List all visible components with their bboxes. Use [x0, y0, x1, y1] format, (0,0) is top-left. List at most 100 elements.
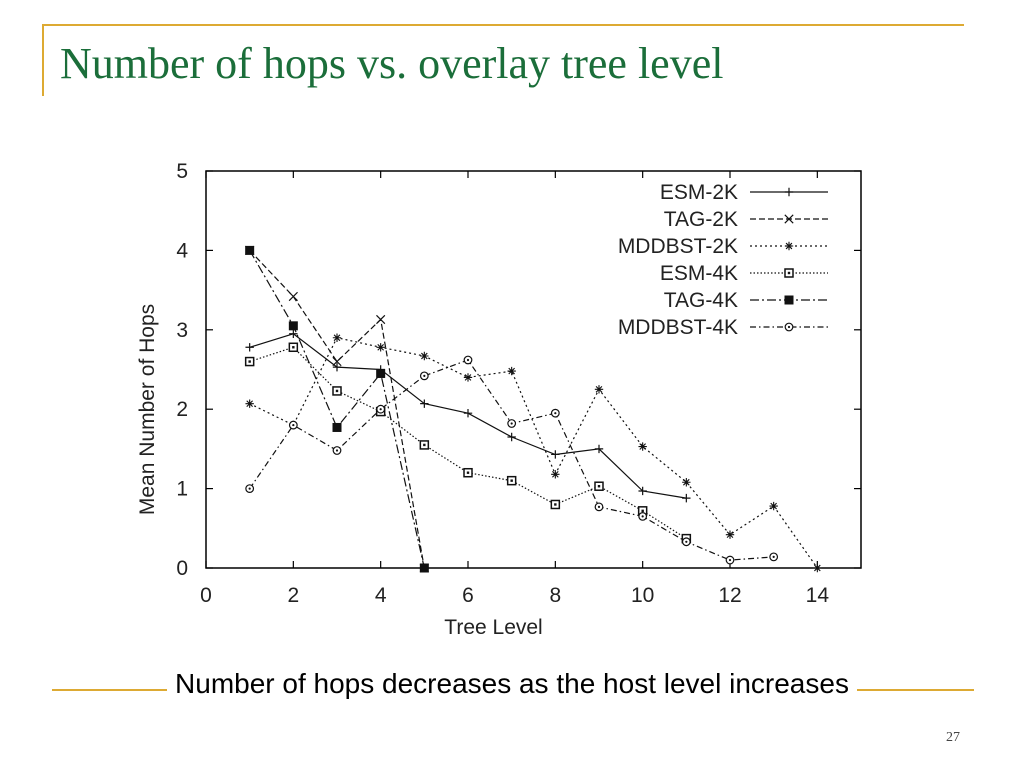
y-tick-label: 4	[176, 239, 188, 262]
data-point-plus	[594, 444, 604, 454]
series-mddbst-4k	[245, 355, 779, 565]
data-point-circle-dot	[248, 487, 251, 490]
series-tag-2k	[245, 245, 429, 573]
series-esm-2k	[245, 329, 691, 503]
series-mddbst-2k	[245, 333, 822, 573]
data-point-plus	[784, 187, 794, 197]
data-point-filled-square	[332, 422, 342, 432]
data-point-circle-dot	[466, 358, 470, 362]
data-point-star	[784, 241, 794, 251]
x-tick-label: 2	[287, 584, 299, 607]
data-point-circle-dot	[292, 423, 295, 427]
legend-label: TAG-4K	[664, 289, 738, 312]
data-point-star	[551, 470, 560, 479]
series-line	[249, 359, 774, 561]
data-point-star	[725, 530, 735, 539]
data-point-filled-square	[376, 368, 386, 378]
data-point-square-dot	[292, 346, 295, 349]
legend-label: ESM-2K	[660, 181, 738, 204]
x-tick-label: 14	[806, 584, 830, 607]
series-esm-4k	[244, 342, 692, 544]
data-point-star	[813, 563, 822, 573]
data-point-circle-dot	[510, 422, 513, 425]
data-point-square-dot	[554, 503, 557, 506]
series-line	[249, 250, 425, 569]
x-tick-label: 10	[631, 584, 654, 607]
x-tick-label: 6	[462, 584, 474, 607]
data-point-plus	[682, 493, 691, 503]
data-point-circle-dot	[728, 558, 732, 562]
data-point-square-dot	[641, 509, 644, 513]
slide-title: Number of hops vs. overlay tree level	[60, 39, 724, 88]
data-point-star	[638, 442, 647, 451]
legend-label: TAG-2K	[664, 208, 738, 231]
data-point-circle-dot	[597, 505, 601, 508]
x-axis-label: Tree Level	[444, 616, 542, 639]
plot-frame	[205, 170, 862, 569]
data-point-circle-dot	[379, 408, 382, 411]
data-point-filled-square	[245, 245, 255, 255]
data-point-cross	[288, 291, 298, 302]
y-tick-label: 0	[176, 557, 188, 580]
data-point-cross	[784, 214, 794, 224]
title-accent-bar	[42, 24, 44, 96]
y-axis-label: Mean Number of Hops	[136, 304, 159, 515]
data-point-square-dot	[597, 485, 601, 488]
x-tick-label: 4	[375, 584, 387, 607]
data-point-filled-square	[419, 563, 429, 573]
caption-container: Number of hops decreases as the host lev…	[0, 666, 1024, 702]
data-point-plus	[332, 362, 342, 372]
data-point-circle-dot	[685, 540, 688, 543]
data-point-square-dot	[335, 389, 339, 393]
data-point-square-dot	[248, 360, 251, 363]
data-point-plus	[463, 408, 473, 418]
data-point-plus	[638, 486, 647, 496]
data-point-square-dot	[466, 471, 470, 474]
data-point-star	[245, 399, 254, 408]
data-point-star	[594, 385, 604, 394]
data-point-plus	[507, 432, 516, 442]
data-point-circle-dot	[787, 325, 791, 329]
y-tick-label: 1	[176, 478, 188, 501]
x-tick-label: 12	[718, 584, 741, 607]
y-tick-label: 2	[176, 398, 188, 421]
data-point-star	[682, 478, 691, 487]
data-point-circle-dot	[335, 449, 339, 452]
data-point-cross	[376, 314, 386, 325]
title-accent-rule	[42, 24, 964, 26]
y-tick-label: 5	[176, 160, 188, 183]
series-line	[249, 249, 425, 569]
data-point-cross	[332, 356, 342, 367]
legend-label: ESM-4K	[660, 262, 738, 285]
data-point-circle-dot	[554, 412, 557, 415]
legend: ESM-2K TAG-2K MDDBST-2K ESM-4K TAG-4K MDDBST-…	[618, 181, 828, 339]
data-point-plus	[551, 450, 560, 459]
line-chart: 0 1 2 3 4 5 0 2 4 6 8 10 12 14 Tree Level Mean Number o…	[110, 150, 870, 650]
series-tag-4k	[245, 245, 429, 573]
data-point-filled-square	[288, 321, 298, 331]
data-point-star	[376, 343, 385, 352]
data-point-plus	[245, 343, 254, 352]
data-point-plus	[289, 329, 298, 338]
data-point-square-dot	[787, 271, 791, 275]
data-point-circle-dot	[772, 555, 775, 558]
x-tick-label: 0	[200, 584, 212, 607]
data-point-filled-square	[784, 295, 794, 305]
page-number: 27	[946, 730, 960, 745]
data-point-square-dot	[510, 479, 513, 482]
x-tick-label: 8	[549, 584, 561, 607]
y-tick-label: 3	[176, 319, 188, 342]
slide-caption: Number of hops decreases as the host lev…	[167, 668, 857, 699]
data-point-star	[332, 333, 342, 342]
data-point-star	[463, 373, 473, 382]
data-point-circle-dot	[641, 515, 644, 518]
data-point-star	[420, 351, 429, 361]
legend-label: MDDBST-2K	[618, 235, 738, 258]
series-line	[249, 337, 818, 569]
data-point-star	[507, 366, 516, 376]
data-point-plus	[420, 399, 429, 408]
data-point-star	[769, 501, 778, 511]
